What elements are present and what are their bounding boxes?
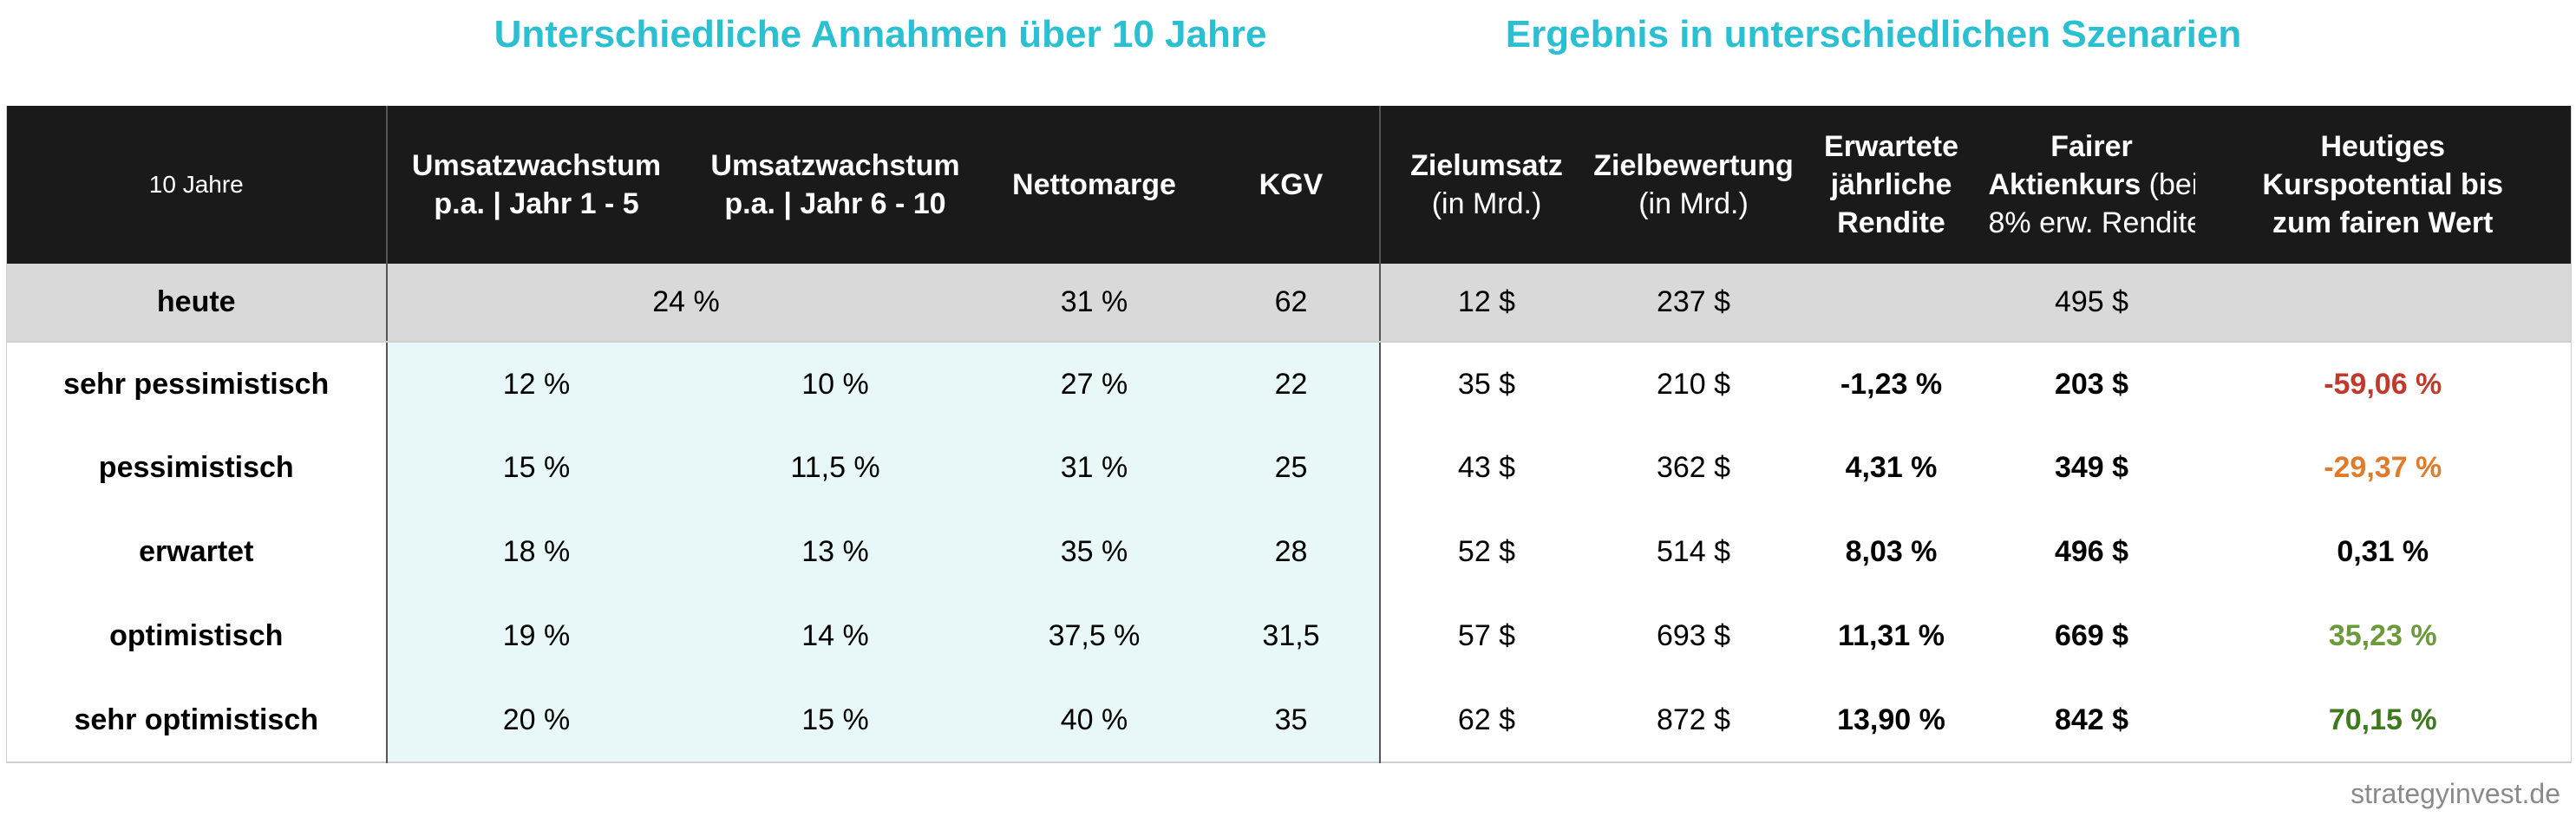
scenario-target-revenue: 52 $	[1379, 510, 1593, 594]
results-title: Ergebnis in unterschiedlichen Szenarien	[1505, 13, 2242, 56]
header-fair-price-line2-note: (bei	[2141, 168, 2195, 201]
today-pe: 62	[1203, 264, 1381, 343]
header-period: 10 Jahre	[6, 106, 387, 264]
header-expected-return-line3: Rendite	[1837, 206, 1945, 239]
scenario-target-revenue: 43 $	[1379, 426, 1593, 510]
today-target-valuation: 237 $	[1592, 264, 1795, 343]
scenario-expected-return: -1,23 %	[1794, 342, 1989, 426]
scenario-growth-1-5: 18 %	[385, 510, 686, 594]
header-growth-1-5: Umsatzwachstum p.a. | Jahr 1 - 5	[385, 106, 686, 264]
scenario-potential: 35,23 %	[2194, 594, 2572, 678]
today-expected-return	[1794, 264, 1989, 343]
today-margin: 31 %	[984, 264, 1204, 343]
scenario-row: sehr pessimistisch 12 % 10 % 27 % 22 35 …	[6, 342, 2572, 426]
header-potential: Heutiges Kurspotential bis zum fairen We…	[2194, 106, 2572, 264]
assumptions-title: Unterschiedliche Annahmen über 10 Jahre	[494, 13, 1267, 56]
scenario-target-valuation: 210 $	[1592, 342, 1795, 426]
scenario-expected-return: 13,90 %	[1794, 678, 1989, 762]
today-fair-price: 495 $	[1988, 264, 2195, 343]
scenario-pe: 25	[1203, 426, 1381, 510]
scenario-fair-price: 203 $	[1988, 342, 2195, 426]
scenario-pe: 31,5	[1203, 594, 1381, 678]
scenario-target-valuation: 362 $	[1592, 426, 1795, 510]
scenario-margin: 27 %	[984, 342, 1204, 426]
header-fair-price-line3: 8% erw. Rendite)	[1988, 206, 2195, 239]
scenario-target-revenue: 57 $	[1379, 594, 1593, 678]
scenario-potential: 70,15 %	[2194, 678, 2572, 762]
scenario-potential: -59,06 %	[2194, 342, 2572, 426]
header-growth-1-5-line1: Umsatzwachstum	[411, 149, 662, 182]
scenario-row: erwartet 18 % 13 % 35 % 28 52 $ 514 $ 8,…	[6, 510, 2572, 594]
scenario-target-valuation: 872 $	[1592, 678, 1795, 762]
scenario-growth-6-10: 14 %	[685, 594, 985, 678]
header-expected-return: Erwartete jährliche Rendite	[1794, 106, 1989, 264]
header-growth-6-10-line2: p.a. | Jahr 6 - 10	[724, 187, 946, 220]
header-fair-price-line2-bold: Aktienkurs	[1988, 168, 2141, 201]
scenario-margin: 31 %	[984, 426, 1204, 510]
scenario-growth-6-10: 10 %	[685, 342, 985, 426]
header-growth-1-5-line2: p.a. | Jahr 1 - 5	[434, 187, 639, 220]
scenario-target-valuation: 693 $	[1592, 594, 1795, 678]
header-target-valuation-line1: Zielbewertung	[1593, 149, 1794, 182]
today-row: heute 24 % 31 % 62 12 $ 237 $ 495 $	[6, 264, 2572, 343]
header-target-valuation: Zielbewertung (in Mrd.)	[1592, 106, 1795, 264]
watermark: strategyinvest.de	[2350, 778, 2560, 809]
scenario-pe: 35	[1203, 678, 1381, 762]
header-target-revenue-line2: (in Mrd.)	[1431, 187, 1542, 220]
scenario-potential: -29,37 %	[2194, 426, 2572, 510]
scenario-pe: 22	[1203, 342, 1381, 426]
header-fair-price-line2: Aktienkurs (bei	[1989, 166, 2195, 204]
today-potential	[2194, 264, 2572, 343]
header-potential-line3: zum fairen Wert	[2272, 206, 2494, 239]
scenario-target-revenue: 62 $	[1379, 678, 1593, 762]
scenario-fair-price: 496 $	[1988, 510, 2195, 594]
header-fair-price: Fairer Aktienkurs (bei 8% erw. Rendite)	[1988, 106, 2195, 264]
scenario-margin: 35 %	[984, 510, 1204, 594]
scenario-growth-6-10: 15 %	[685, 678, 985, 762]
header-potential-line2: Kurspotential bis	[2262, 168, 2504, 201]
scenario-growth-1-5: 19 %	[385, 594, 686, 678]
today-target-revenue: 12 $	[1379, 264, 1593, 343]
valuation-table: 10 Jahre Umsatzwachstum p.a. | Jahr 1 - …	[6, 106, 2572, 763]
scenario-row: sehr optimistisch 20 % 15 % 40 % 35 62 $…	[6, 678, 2572, 762]
header-expected-return-line2: jährliche	[1830, 168, 1952, 201]
scenario-margin: 37,5 %	[984, 594, 1204, 678]
header-fair-price-line1: Fairer	[2050, 130, 2133, 163]
scenario-margin: 40 %	[984, 678, 1204, 762]
scenario-growth-1-5: 20 %	[385, 678, 686, 762]
header-pe: KGV	[1203, 106, 1381, 264]
today-label: heute	[6, 264, 387, 343]
scenario-growth-1-5: 15 %	[385, 426, 686, 510]
scenario-row: optimistisch 19 % 14 % 37,5 % 31,5 57 $ …	[6, 594, 2572, 678]
header-target-revenue: Zielumsatz (in Mrd.)	[1379, 106, 1593, 264]
scenario-fair-price: 349 $	[1988, 426, 2195, 510]
scenario-label: sehr optimistisch	[6, 678, 387, 762]
header-growth-6-10: Umsatzwachstum p.a. | Jahr 6 - 10	[685, 106, 985, 264]
header-target-valuation-line2: (in Mrd.)	[1638, 187, 1749, 220]
scenario-row: pessimistisch 15 % 11,5 % 31 % 25 43 $ 3…	[6, 426, 2572, 510]
scenario-target-valuation: 514 $	[1592, 510, 1795, 594]
header-row: 10 Jahre Umsatzwachstum p.a. | Jahr 1 - …	[6, 106, 2572, 264]
scenario-label: sehr pessimistisch	[6, 342, 387, 426]
scenario-expected-return: 8,03 %	[1794, 510, 1989, 594]
today-growth: 24 %	[385, 264, 985, 343]
scenario-target-revenue: 35 $	[1379, 342, 1593, 426]
scenario-potential: 0,31 %	[2194, 510, 2572, 594]
scenario-label: optimistisch	[6, 594, 387, 678]
header-net-margin: Nettomarge	[984, 106, 1204, 264]
scenario-expected-return: 4,31 %	[1794, 426, 1989, 510]
scenario-expected-return: 11,31 %	[1794, 594, 1989, 678]
header-target-revenue-line1: Zielumsatz	[1410, 149, 1563, 182]
header-potential-line1: Heutiges	[2320, 130, 2446, 163]
scenario-growth-1-5: 12 %	[385, 342, 686, 426]
header-expected-return-line1: Erwartete	[1824, 130, 1958, 163]
scenario-fair-price: 842 $	[1988, 678, 2195, 762]
scenario-label: pessimistisch	[6, 426, 387, 510]
scenario-label: erwartet	[6, 510, 387, 594]
scenario-fair-price: 669 $	[1988, 594, 2195, 678]
header-growth-6-10-line1: Umsatzwachstum	[710, 149, 960, 182]
scenario-pe: 28	[1203, 510, 1381, 594]
scenario-growth-6-10: 13 %	[685, 510, 985, 594]
scenario-growth-6-10: 11,5 %	[685, 426, 985, 510]
